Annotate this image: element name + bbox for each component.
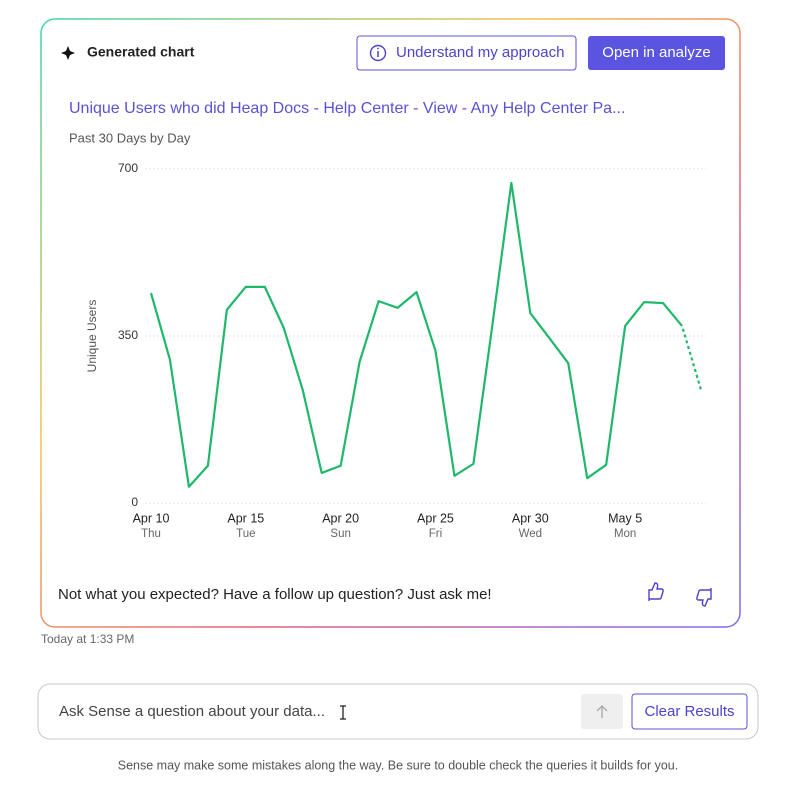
chart-subtitle: Past 30 Days by Day	[69, 130, 191, 145]
thumbs-up[interactable]	[648, 582, 664, 601]
x-tick-label: May 5	[608, 511, 642, 525]
data-line	[149, 181, 703, 488]
thumbs-down[interactable]	[696, 588, 712, 607]
x-weekday-label: Wed	[519, 528, 542, 540]
y-tick-label: 350	[118, 328, 138, 342]
timestamp: Today at 1:33 PM	[41, 632, 134, 646]
x-tick-label: Apr 20	[322, 511, 359, 525]
x-tick-label: Apr 30	[512, 511, 549, 525]
sparkle-icon	[61, 46, 75, 60]
info-icon-dot	[377, 47, 379, 50]
x-weekday-label: Mon	[614, 528, 636, 540]
input-placeholder: Ask Sense a question about your data...	[59, 703, 325, 720]
button-label: Understand my approach	[396, 44, 564, 61]
feedback-prompt: Not what you expected? Have a follow up …	[58, 586, 492, 603]
x-weekday-label: Thu	[141, 528, 161, 540]
card-label: Generated chart	[87, 44, 195, 60]
y-tick-label: 700	[118, 161, 138, 175]
card	[40, 18, 741, 628]
analyze-button[interactable]	[588, 36, 725, 70]
x-tick-label: Apr 25	[417, 511, 454, 525]
button-label: Clear Results	[644, 703, 734, 720]
x-weekday-label: Fri	[429, 528, 442, 540]
x-weekday-label: Sun	[330, 528, 350, 540]
y-axis-label: Unique Users	[85, 300, 99, 373]
info-icon	[369, 44, 387, 62]
x-weekday-label: Tue	[236, 528, 255, 540]
plot: 0 350 700 Apr 10 Thu Apr 15 Tue Apr 20 Sun Apr 25…	[118, 161, 706, 540]
button-label: Open in analyze	[602, 44, 710, 61]
text-cursor	[340, 705, 346, 720]
disclaimer: Sense may make some mistakes along the w…	[118, 758, 678, 772]
y-tick-label: 0	[131, 495, 138, 509]
chart-title: Unique Users who did Heap Docs - Help Ce…	[69, 100, 625, 117]
x-tick-label: Apr 10	[133, 511, 170, 525]
x-tick-label: Apr 15	[227, 511, 264, 525]
question-input[interactable]	[37, 683, 759, 740]
send-arrow	[596, 705, 608, 718]
approach-button[interactable]	[356, 35, 577, 71]
clear-button[interactable]	[631, 693, 748, 730]
